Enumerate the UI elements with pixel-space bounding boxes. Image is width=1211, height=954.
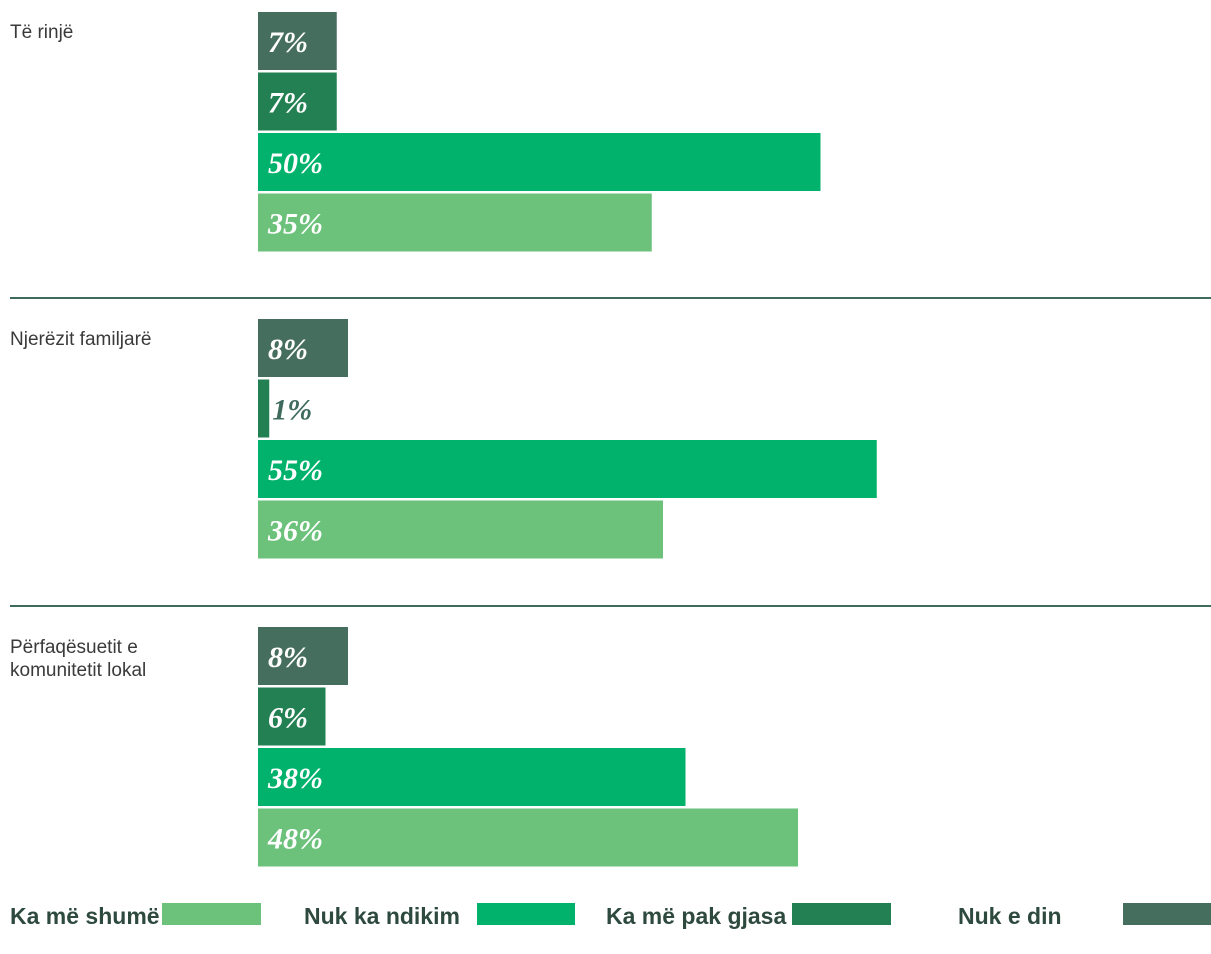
legend-label: Ka më pak gjasa (606, 903, 786, 929)
category-label: komunitetit lokal (10, 660, 146, 681)
bar-ka-m-shum (258, 193, 652, 252)
data-label: 6% (268, 702, 308, 735)
bar-ka-m-pak-gjasa (258, 379, 270, 438)
data-label: 8% (268, 333, 308, 366)
data-label: 7% (268, 87, 308, 120)
legend-swatch (1123, 903, 1211, 925)
legend-swatch (792, 903, 891, 925)
legend-label: Nuk ka ndikim (304, 903, 460, 929)
category-label: Të rinjë (10, 22, 73, 43)
bar-ka-m-shum (258, 808, 798, 867)
legend-swatch (477, 903, 575, 925)
data-label: 48% (267, 823, 323, 856)
bar-nuk-e-din (258, 319, 348, 377)
bar-nuk-e-din (258, 627, 348, 685)
bar-ka-m-pak-gjasa (258, 687, 326, 746)
data-label: 8% (268, 641, 308, 674)
bar-ka-m-pak-gjasa (258, 72, 337, 131)
legend-label: Nuk e din (958, 903, 1062, 929)
legend-swatch (162, 903, 261, 925)
bar-nuk-ka-ndikim (258, 748, 686, 806)
legend-label: Ka më shumë (10, 903, 160, 929)
bar-nuk-ka-ndikim (258, 440, 877, 498)
category-label: Përfaqësuetit e (10, 637, 138, 658)
category-label: Njerëzit familjarë (10, 329, 151, 350)
data-label: 50% (268, 147, 323, 180)
bar-ka-m-shum (258, 500, 663, 559)
data-label: 55% (268, 454, 323, 487)
data-label: 36% (267, 515, 323, 548)
data-label: 38% (267, 762, 323, 795)
bar-nuk-e-din (258, 12, 337, 70)
data-label: 7% (268, 26, 308, 59)
bar-nuk-ka-ndikim (258, 133, 821, 191)
data-label: 1% (272, 394, 312, 427)
data-label: 35% (267, 208, 323, 241)
